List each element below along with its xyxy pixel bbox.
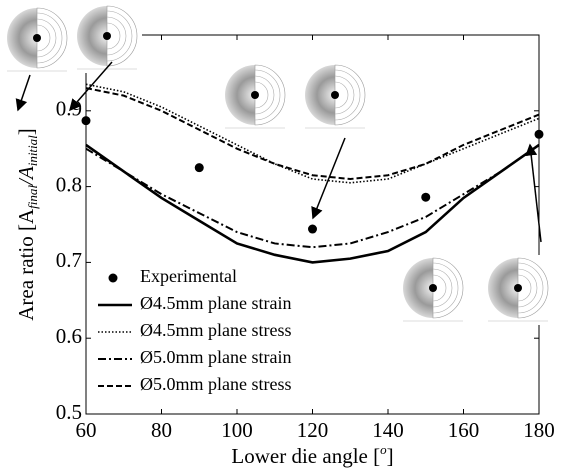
legend-label: Ø4.5mm plane strain <box>140 293 291 313</box>
y-axis-label: Area ratio [Afinal/Ainitial] <box>14 128 40 321</box>
legend-label: Ø5.0mm plane strain <box>140 347 291 367</box>
y-tick-label: 0.7 <box>56 248 82 272</box>
data-point <box>81 116 91 126</box>
data-point <box>421 192 431 202</box>
data-point <box>308 224 317 234</box>
x-tick-label: 180 <box>523 418 555 442</box>
x-axis-label-part: ] <box>387 444 394 468</box>
y-axis-label-part: ] <box>14 128 38 135</box>
y-tick-label: 0.6 <box>56 324 82 348</box>
y-tick-label: 0.8 <box>56 172 82 196</box>
series-line <box>85 143 540 264</box>
x-tick-label: 100 <box>221 418 253 442</box>
y-axis-label-part: final <box>25 185 40 209</box>
y-axis-label-part: initial <box>25 135 40 166</box>
y-axis-label-part: /A <box>14 166 38 186</box>
thumbnails <box>1 2 554 326</box>
x-axis-label: Lower die angle [o] <box>231 442 393 468</box>
legend-label: Ø4.5mm plane stress <box>140 320 291 340</box>
legend-marker <box>108 273 118 283</box>
series-line <box>85 83 540 184</box>
data-point <box>194 163 204 173</box>
x-axis-label-part: o <box>380 442 387 457</box>
legend-label: Experimental <box>140 266 237 286</box>
x-axis-label-part: Lower die angle [ <box>231 444 380 468</box>
y-axis-label-part: Area ratio [A <box>14 208 38 321</box>
series-line <box>85 87 540 181</box>
x-tick-label: 160 <box>448 418 480 442</box>
data-point <box>534 129 544 139</box>
x-tick-label: 140 <box>372 418 404 442</box>
x-tick-label: 120 <box>297 418 329 442</box>
series-line <box>85 144 540 249</box>
x-tick-label: 80 <box>151 418 172 442</box>
legend-label: Ø5.0mm plane stress <box>140 374 291 394</box>
x-tick-label: 60 <box>76 418 97 442</box>
y-tick-label: 0.5 <box>56 400 82 424</box>
